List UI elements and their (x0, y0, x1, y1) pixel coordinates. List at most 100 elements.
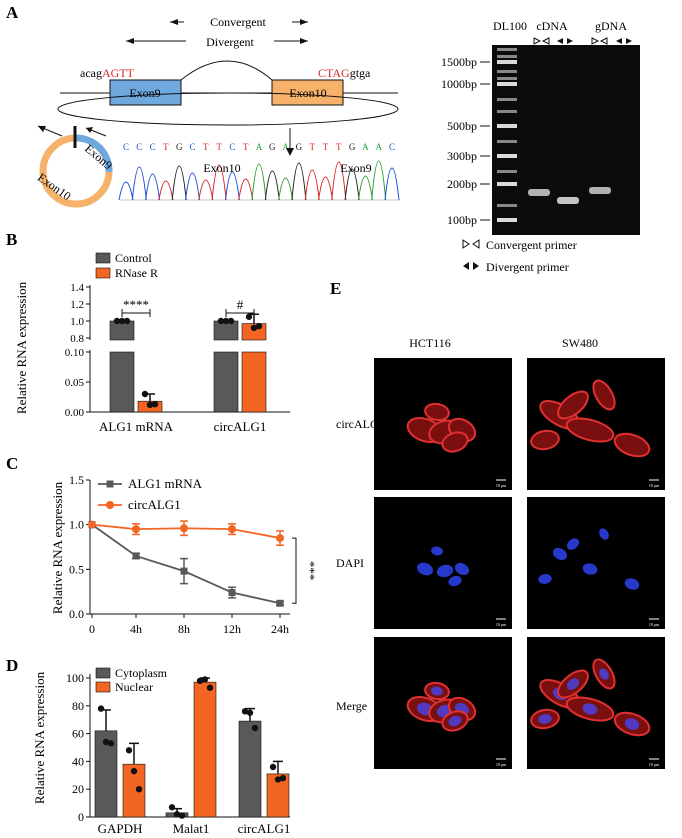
trace-peak (145, 173, 161, 201)
data-point (250, 324, 258, 331)
convergent-primer-icon (462, 239, 470, 249)
nucleus-signal (431, 686, 443, 696)
ladder-label: 100bp (447, 213, 477, 227)
data-point (118, 317, 126, 325)
x-tick-label: 0 (89, 622, 95, 636)
band-cdna-convergent (528, 189, 550, 196)
y-tick-label: 0.5 (69, 562, 84, 576)
ladder-label: 200bp (447, 177, 477, 191)
x-tick-label: 24h (271, 622, 289, 636)
trace-peak (185, 172, 200, 201)
divergent-primer-icon (557, 38, 563, 44)
data-point (141, 390, 149, 398)
y-tick-label: 100 (66, 671, 84, 685)
data-point (151, 401, 159, 408)
divergent-primer-icon (567, 38, 573, 44)
panel-letter-e: E (330, 279, 341, 298)
gel-ladder-title: DL100 (493, 19, 527, 33)
trace-peak (251, 163, 267, 201)
legend-swatch (95, 252, 111, 264)
col-label-hct116: HCT116 (409, 336, 451, 350)
ladder-band (497, 60, 517, 64)
significance-label: **** (123, 297, 149, 312)
trace-peak (198, 179, 214, 201)
legend-label: Nuclear (115, 680, 153, 694)
arrowhead-icon (170, 19, 178, 25)
micrograph (527, 497, 665, 629)
gel-gdna-label: gDNA (595, 19, 627, 33)
base-letter: T (163, 142, 169, 152)
nucleus-signal (582, 703, 598, 715)
legend-label: Control (115, 251, 152, 265)
backsplice-ellipse (57, 92, 399, 126)
base-letter: G (349, 142, 356, 152)
legend-convergent-primer: Convergent primer (486, 238, 577, 252)
trace-peak (357, 175, 373, 201)
divergent-label-bg (186, 33, 274, 49)
y-axis-label: Relative RNA expression (14, 281, 29, 414)
significance-label: *** (303, 561, 318, 581)
data-point (132, 525, 140, 534)
cell-signal (592, 379, 616, 411)
data-point (168, 804, 176, 811)
exon10-label: Exon10 (289, 86, 326, 100)
bar (109, 351, 135, 413)
scale-bar-label: 10 μm (496, 483, 507, 488)
data-point (276, 534, 284, 543)
base-letter: T (309, 142, 315, 152)
ladder-band (497, 140, 517, 143)
exon9-box (109, 79, 182, 106)
y-tick-label: 40 (72, 754, 84, 768)
data-point (196, 677, 204, 684)
base-letter: G (269, 142, 276, 152)
nucleus-signal (599, 668, 609, 680)
data-point (217, 317, 225, 325)
series-line (91, 523, 281, 605)
chromatogram-traces (118, 160, 400, 201)
exon9-label: Exon9 (129, 86, 160, 100)
ladder-band (497, 218, 517, 222)
ladder-bands (497, 48, 517, 222)
bar (193, 681, 217, 818)
data-point (107, 740, 115, 747)
data-point (130, 767, 138, 775)
micrograph (374, 497, 512, 629)
scale-bar-label: 10 μm (496, 622, 507, 627)
data-point (251, 724, 259, 732)
legend-label: circALG1 (128, 497, 181, 512)
divergent-primer-icon (626, 38, 632, 44)
trace-peak (371, 160, 387, 201)
bar (241, 351, 267, 413)
data-point (227, 317, 235, 325)
chrom-exon10-label: Exon10 (203, 161, 240, 175)
trace-peak (171, 165, 187, 201)
ladder-label: 300bp (447, 149, 477, 163)
ladder-label: 1500bp (441, 55, 477, 69)
row-label-dapi: DAPI (336, 556, 364, 570)
trace-peak (224, 171, 240, 201)
right-sequence-label: CTAGgtga (318, 66, 371, 80)
nucleus-signal (624, 578, 640, 590)
x-tick-label: 12h (223, 622, 241, 636)
ladder-labels: 1500bp 1000bp 500bp 300bp 200bp 100bp (441, 55, 490, 227)
legend-swatch (95, 681, 111, 693)
nucleus-signal (436, 564, 454, 578)
data-point (123, 317, 131, 325)
arrowhead-icon (286, 148, 294, 156)
base-letter: C (389, 142, 395, 152)
data-point (135, 786, 143, 793)
arrowhead-icon (38, 126, 46, 132)
data-point (173, 811, 181, 818)
data-point (132, 552, 140, 560)
trace-peak (238, 178, 254, 201)
cell-signal (424, 402, 450, 422)
data-point (201, 676, 209, 683)
trace-peak (291, 162, 307, 201)
ladder-band (497, 55, 517, 58)
legend-swatch (95, 667, 111, 679)
exon10-box (271, 79, 344, 106)
trace-peak (318, 176, 333, 201)
